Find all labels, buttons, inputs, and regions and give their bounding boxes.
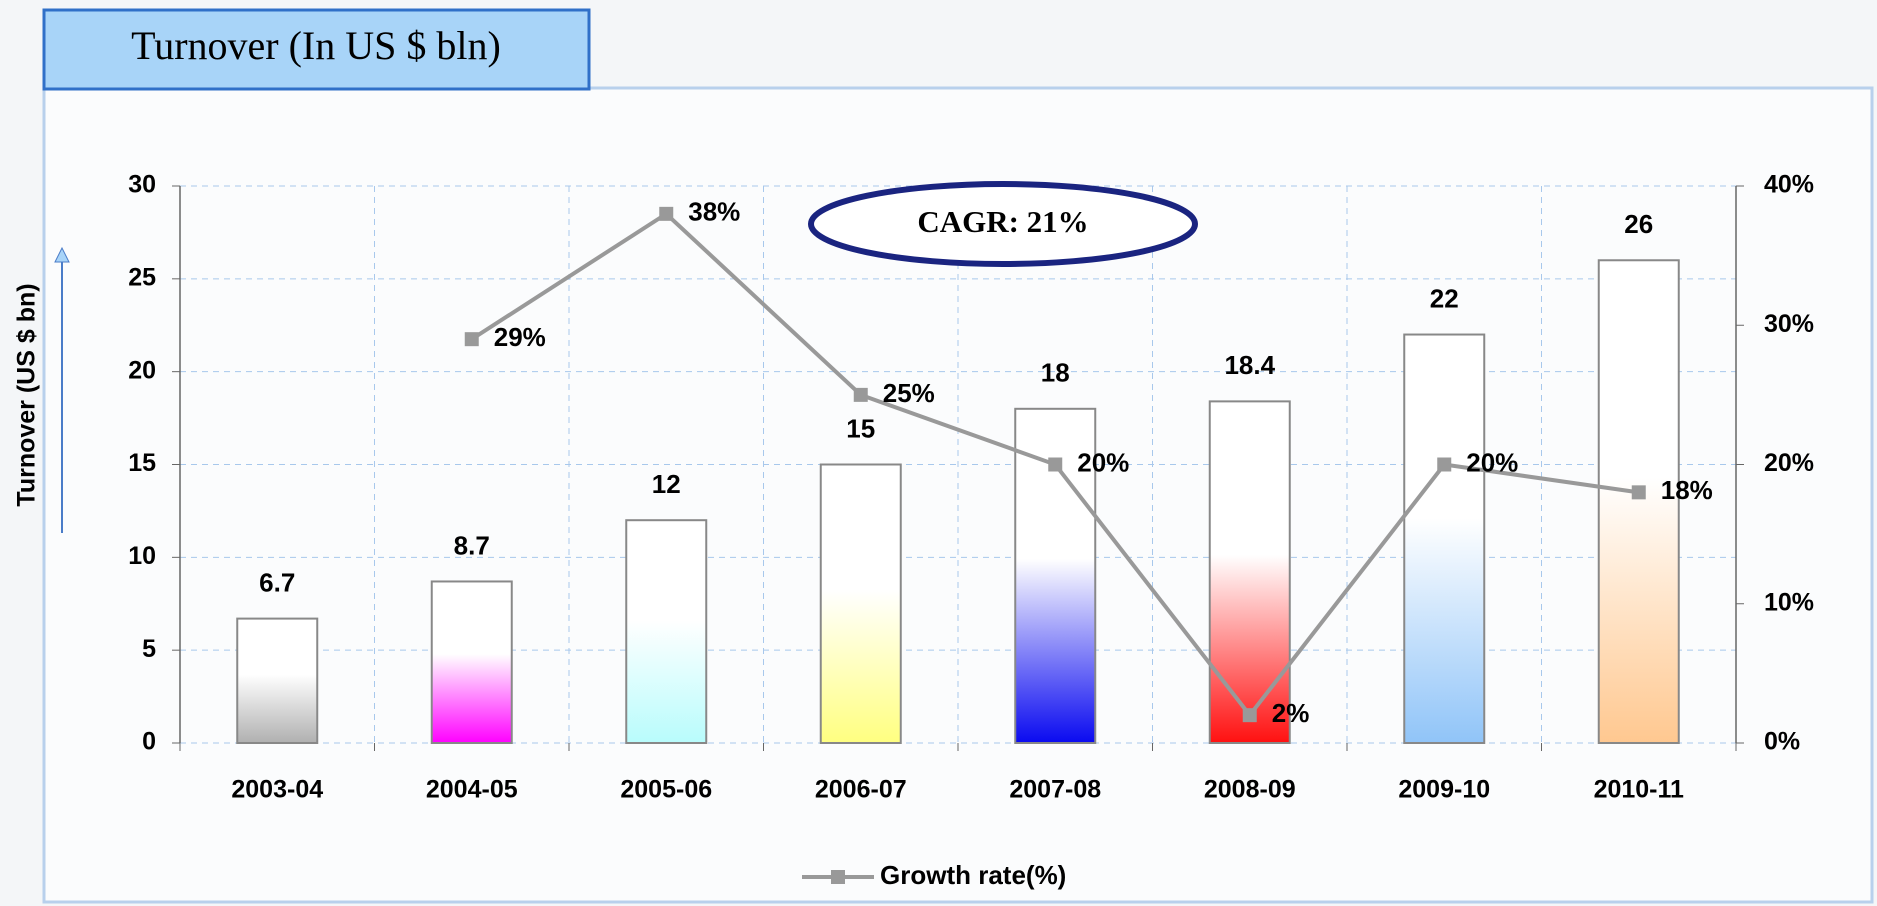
line-value-label: 29%	[494, 322, 546, 352]
y-axis-label: Turnover (US $ bn)	[13, 283, 41, 506]
x-tick-label: 2004-05	[426, 776, 518, 804]
bar	[625, 519, 708, 745]
line-value-label: 38%	[688, 197, 740, 227]
y-tick-label: 25	[128, 263, 156, 291]
y-tick-label: 20	[128, 356, 156, 384]
line-marker	[1242, 708, 1257, 723]
bar-value-label: 8.7	[454, 530, 490, 560]
y2-tick-label: 0%	[1764, 728, 1800, 756]
line-value-label: 20%	[1466, 447, 1518, 477]
bar-value-label: 26	[1624, 209, 1653, 239]
bar-value-label: 12	[652, 469, 681, 499]
bar-value-label: 18	[1041, 358, 1070, 388]
y2-tick-label: 20%	[1764, 449, 1814, 477]
bar	[1208, 400, 1291, 744]
bar-value-label: 15	[846, 413, 875, 443]
x-tick-label: 2008-09	[1204, 776, 1296, 804]
x-tick-label: 2006-07	[815, 776, 907, 804]
x-tick-label: 2003-04	[231, 776, 323, 804]
bar	[430, 580, 513, 744]
chart-title: Turnover (In US $ bln)	[131, 23, 501, 68]
line-value-label: 20%	[1077, 447, 1129, 477]
y-tick-label: 30	[128, 171, 156, 199]
line-marker	[659, 206, 674, 221]
y2-tick-label: 30%	[1764, 310, 1814, 338]
line-marker	[464, 332, 479, 347]
annotation: CAGR: 21%	[917, 204, 1088, 239]
title-box	[42, 8, 591, 91]
legend-label: Growth rate(%)	[880, 860, 1066, 890]
y2-tick-label: 10%	[1764, 588, 1814, 616]
line-marker	[1631, 485, 1646, 500]
x-tick-label: 2009-10	[1398, 776, 1490, 804]
line-marker	[1437, 457, 1452, 472]
bar	[819, 463, 902, 744]
bar-value-label: 6.7	[259, 567, 295, 597]
x-tick-label: 2005-06	[620, 776, 712, 804]
line-value-label: 25%	[883, 378, 935, 408]
x-tick-label: 2007-08	[1009, 776, 1101, 804]
axis-arrow-head	[54, 246, 70, 263]
legend-marker	[831, 870, 845, 884]
y-tick-label: 10	[128, 542, 156, 570]
bar	[1597, 259, 1680, 744]
bar-value-label: 22	[1430, 283, 1459, 313]
bar-value-label: 18.4	[1224, 350, 1275, 380]
x-tick-label: 2010-11	[1594, 776, 1684, 804]
y-tick-label: 5	[142, 635, 156, 663]
bar	[236, 617, 319, 744]
line-marker	[853, 387, 868, 402]
line-marker	[1048, 457, 1063, 472]
line-value-label: 18%	[1661, 475, 1713, 505]
line-value-label: 2%	[1272, 698, 1310, 728]
y2-tick-label: 40%	[1764, 171, 1814, 199]
y-tick-label: 15	[128, 449, 156, 477]
annotation-ellipse	[808, 181, 1198, 267]
y-tick-label: 0	[142, 728, 156, 756]
bar	[1403, 333, 1486, 744]
